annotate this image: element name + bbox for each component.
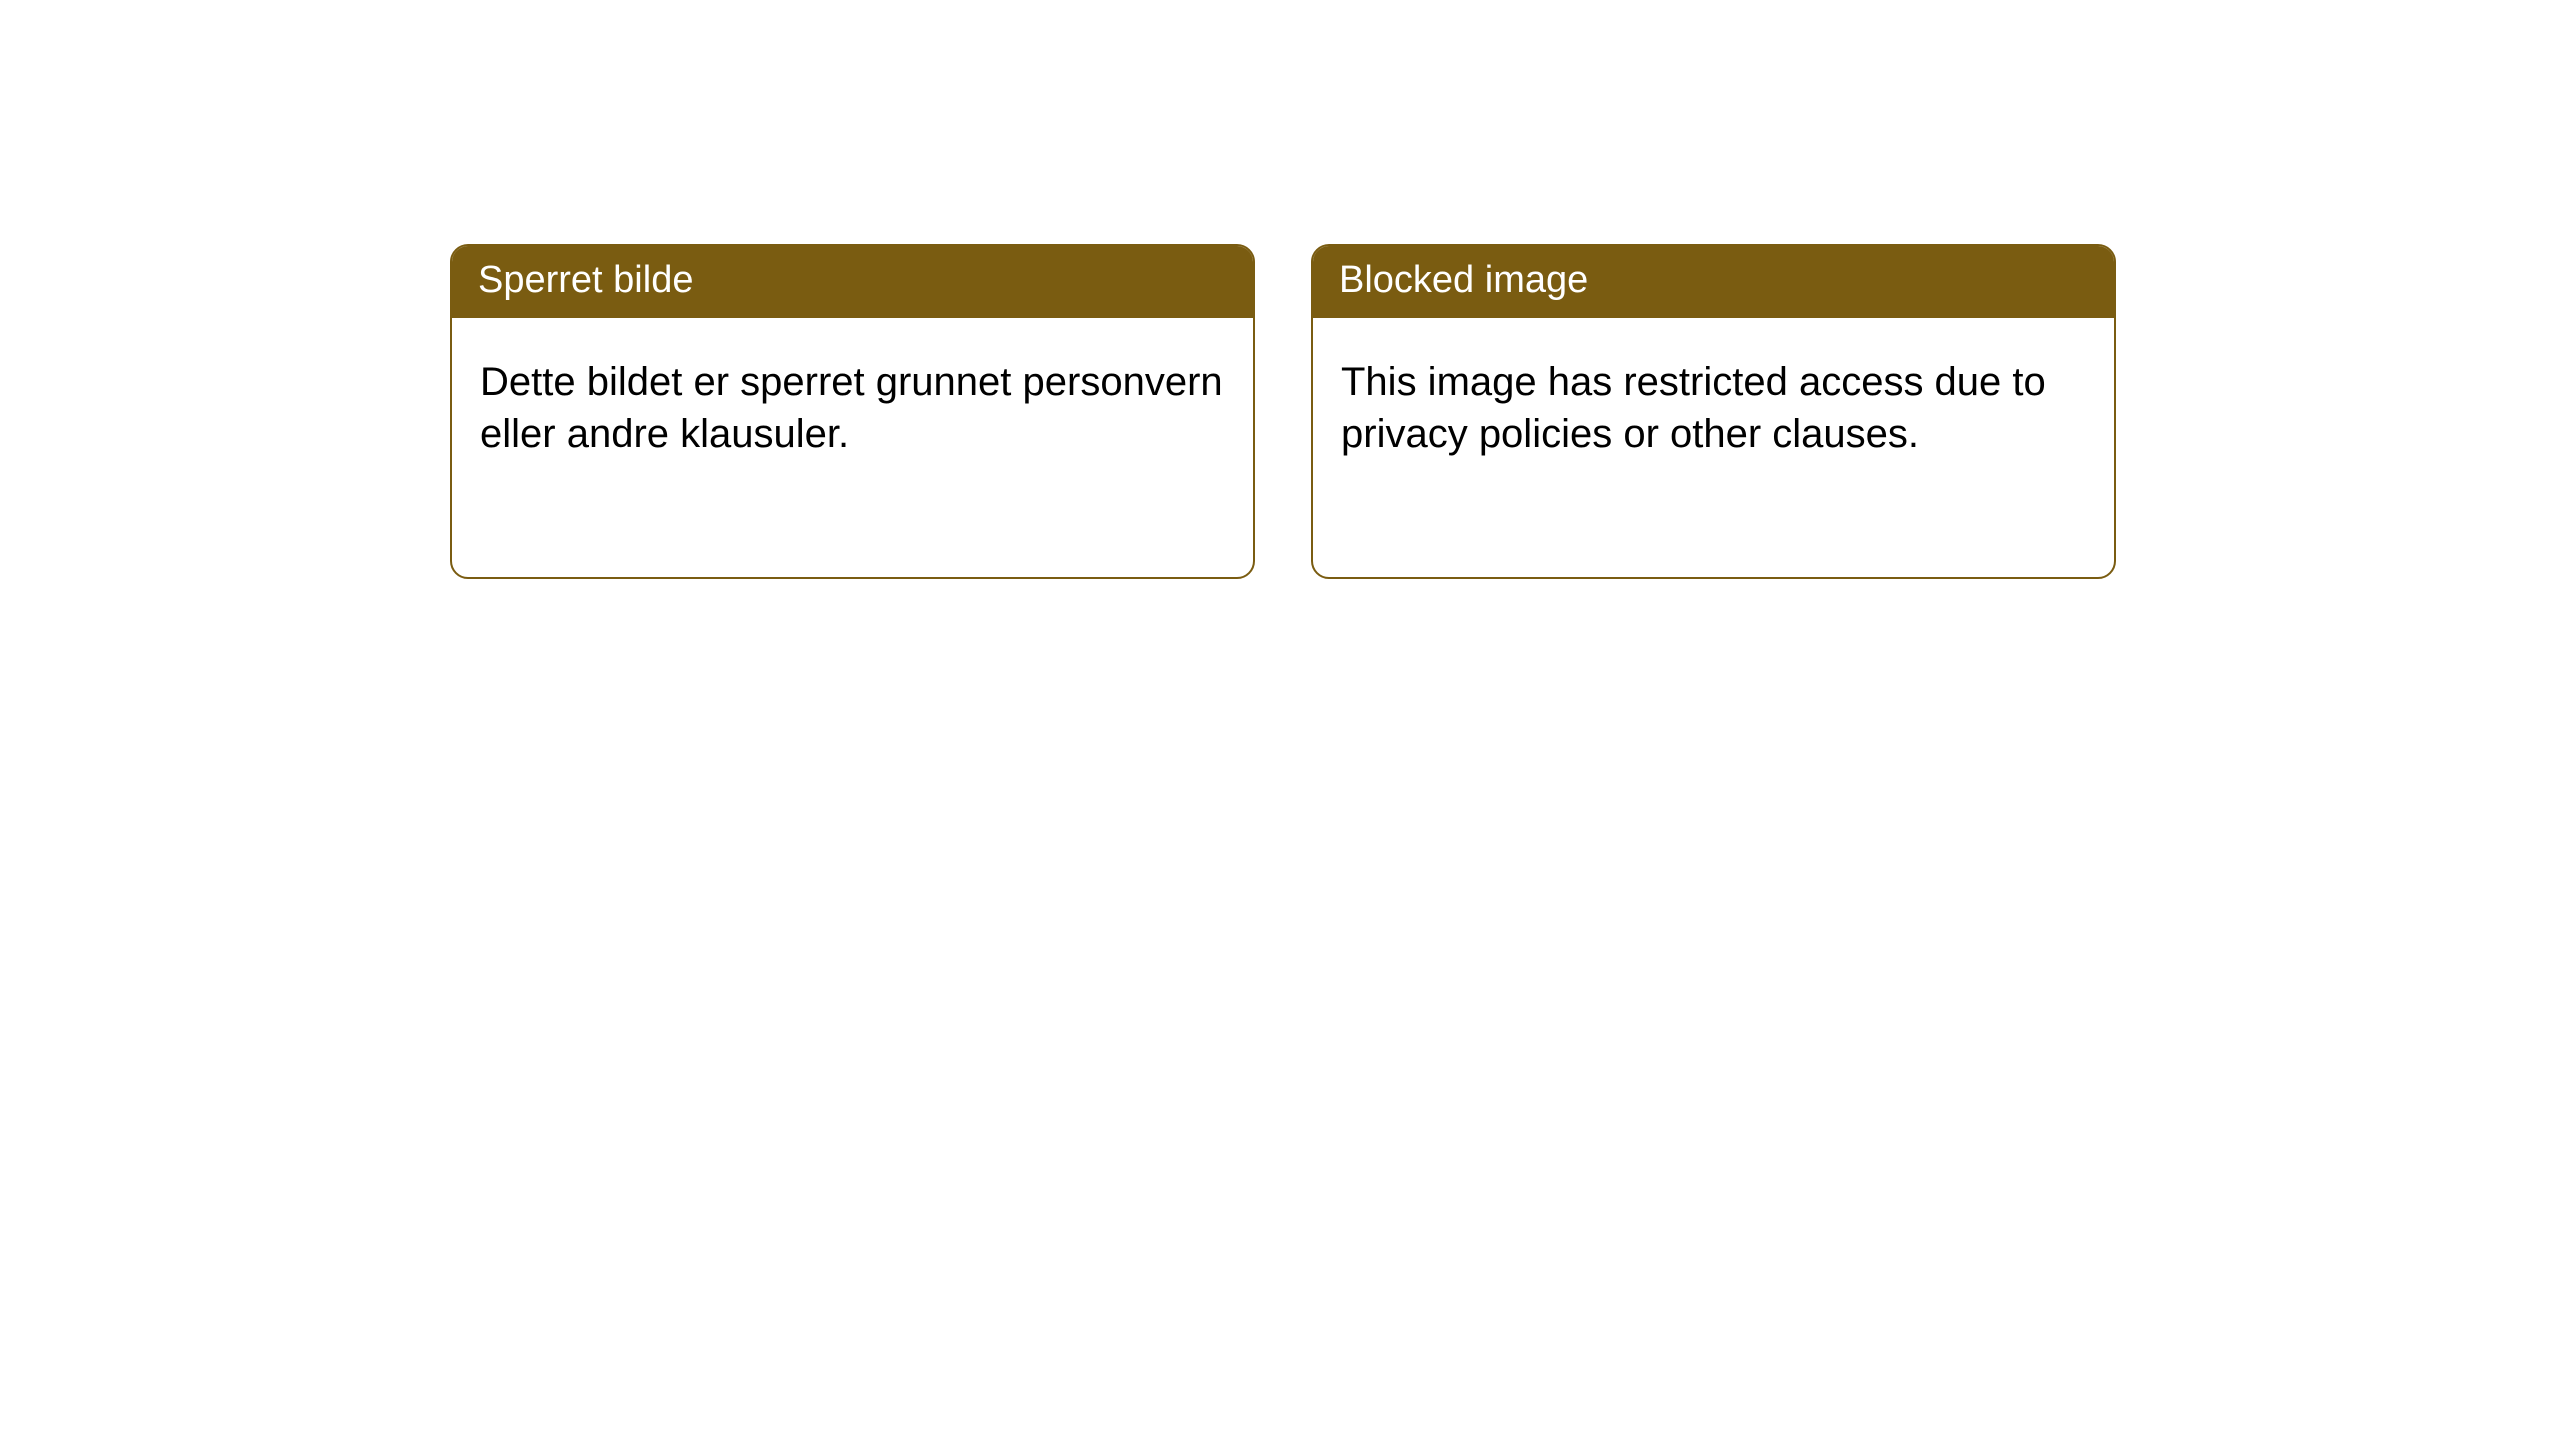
- notice-body-english: This image has restricted access due to …: [1313, 318, 2114, 490]
- notice-card-norwegian: Sperret bilde Dette bildet er sperret gr…: [450, 244, 1255, 579]
- notice-title-english: Blocked image: [1313, 246, 2114, 318]
- notice-card-english: Blocked image This image has restricted …: [1311, 244, 2116, 579]
- notice-title-norwegian: Sperret bilde: [452, 246, 1253, 318]
- notice-body-norwegian: Dette bildet er sperret grunnet personve…: [452, 318, 1253, 490]
- notice-container: Sperret bilde Dette bildet er sperret gr…: [0, 0, 2560, 579]
